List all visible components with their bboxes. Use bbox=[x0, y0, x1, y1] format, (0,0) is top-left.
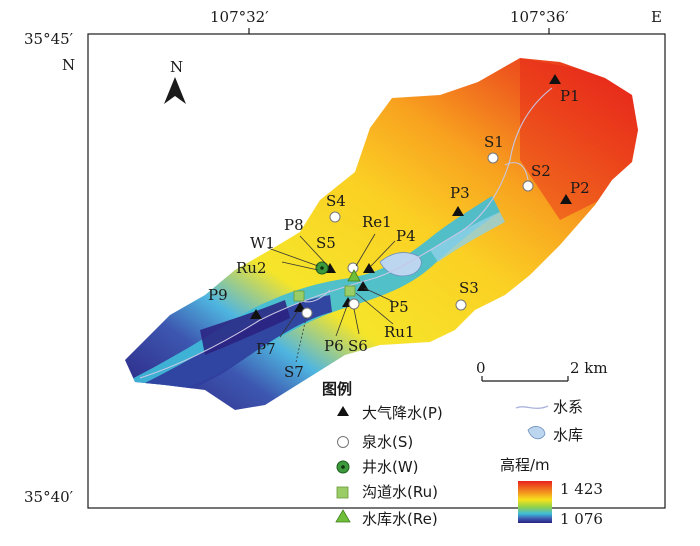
north-letter: N bbox=[62, 56, 75, 74]
scale-zero: 0 bbox=[476, 359, 486, 377]
label-P2: P2 bbox=[570, 179, 590, 197]
legend-triangle-icon bbox=[337, 406, 349, 416]
label-S7: S7 bbox=[284, 363, 304, 381]
north-arrow: N bbox=[164, 58, 186, 104]
label-P4: P4 bbox=[396, 227, 416, 245]
label-P5: P5 bbox=[389, 298, 409, 316]
label-P7: P7 bbox=[256, 340, 276, 358]
label-Re1: Re1 bbox=[362, 213, 392, 231]
label-Ru1: Ru1 bbox=[384, 323, 415, 341]
north-arrow-label: N bbox=[170, 58, 183, 76]
lat-top-label: 35°45′ bbox=[24, 30, 74, 48]
legend-label-reservoir: 水库 bbox=[553, 426, 583, 444]
other-markers bbox=[293, 261, 361, 302]
lat-bottom-label: 35°40′ bbox=[24, 488, 74, 506]
main-stream bbox=[139, 87, 553, 379]
label-S6: S6 bbox=[348, 337, 368, 355]
legend-label-water-system: 水系 bbox=[553, 398, 583, 416]
label-S3: S3 bbox=[459, 279, 479, 297]
legend-title: 图例 bbox=[322, 380, 352, 398]
label-P3: P3 bbox=[450, 184, 470, 202]
reservoir-shape bbox=[379, 252, 422, 277]
legend-label-spring: 泉水(S) bbox=[362, 433, 413, 451]
lon-right-label: 107°36′ bbox=[510, 8, 569, 26]
scale-end: 2 km bbox=[570, 359, 608, 377]
elev-max-label: 1 423 bbox=[560, 480, 603, 498]
legend-circle-icon bbox=[337, 436, 349, 448]
legend-elevation-title: 高程/m bbox=[500, 456, 550, 474]
label-Ru2: Ru2 bbox=[236, 259, 267, 277]
legend-square-icon bbox=[336, 486, 349, 499]
legend-label-precip: 大气降水(P) bbox=[362, 404, 443, 422]
legend-label-well: 井水(W) bbox=[362, 458, 419, 476]
sample-labels: P1 S1 S2 P2 P3 S4 P8 Re1 P4 W1 S5 Ru2 S3… bbox=[208, 87, 590, 381]
scale-bar: 0 2 km bbox=[476, 359, 608, 382]
basin-terrain bbox=[125, 58, 638, 410]
legend-label-gully: 沟道水(Ru) bbox=[362, 483, 438, 501]
east-letter: E bbox=[651, 8, 662, 26]
label-P6: P6 bbox=[324, 337, 344, 355]
leader-lines bbox=[267, 233, 396, 363]
legend-label-reservoir-water: 水库水(Re) bbox=[362, 510, 438, 528]
north-arrow-icon bbox=[164, 77, 186, 104]
label-S5: S5 bbox=[316, 234, 336, 252]
label-P9: P9 bbox=[208, 286, 228, 304]
label-S4: S4 bbox=[326, 192, 346, 210]
label-W1: W1 bbox=[250, 234, 275, 252]
elev-min-label: 1 076 bbox=[560, 510, 603, 528]
legend-reservoir-icon bbox=[527, 426, 546, 440]
label-P8: P8 bbox=[284, 216, 304, 234]
label-S2: S2 bbox=[531, 162, 551, 180]
label-P1: P1 bbox=[560, 87, 580, 105]
label-S1: S1 bbox=[484, 133, 504, 151]
legend: 图例 大气降水(P) 泉水(S) 井水(W) 沟道水(Ru) 水库水(Re) 水… bbox=[322, 380, 603, 528]
elevation-color-bar bbox=[518, 481, 552, 523]
legend-stream-icon bbox=[515, 405, 549, 409]
legend-green-triangle-icon bbox=[335, 509, 351, 523]
lon-left-label: 107°32′ bbox=[210, 8, 269, 26]
